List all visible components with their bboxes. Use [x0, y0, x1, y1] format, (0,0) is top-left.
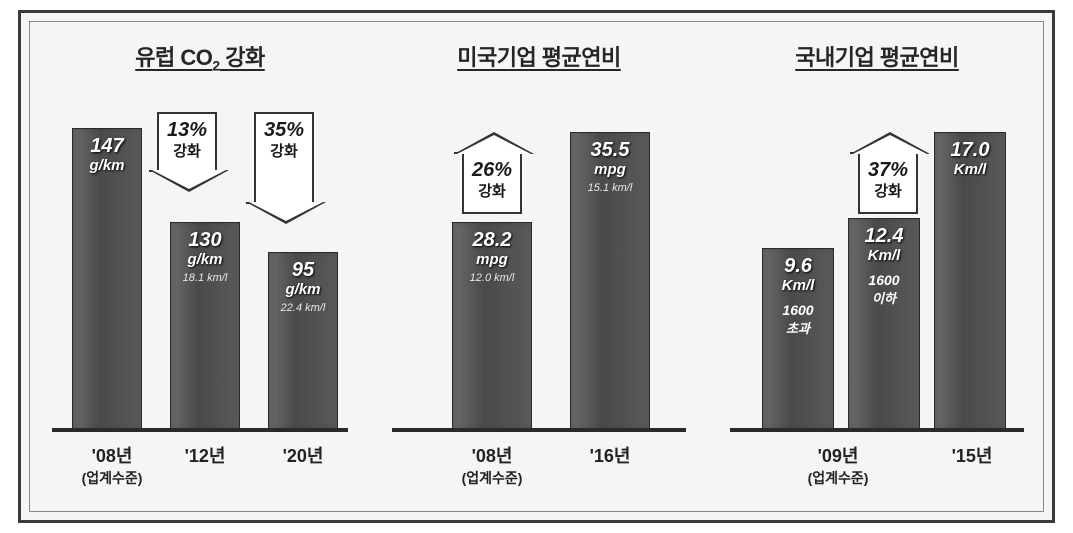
x-axis-label: '20년	[262, 442, 344, 468]
chart-baseline	[392, 428, 686, 432]
arrow-pct: 26%	[464, 160, 520, 180]
bar: 35.5mpg 15.1 km/l	[570, 132, 650, 428]
bar: 130g/km 18.1 km/l	[170, 222, 240, 428]
panel-title: 미국기업 평균연비	[370, 40, 708, 72]
bar-unit: mpg	[571, 161, 649, 178]
x-axis-label: '15년	[928, 442, 1016, 468]
bar-value: 28.2	[453, 223, 531, 251]
outer-frame: 유럽 CO2 강화 147g/km130g/km18.1 km/l95g/km2…	[18, 10, 1055, 523]
bar: 12.4Km/l 1600이하	[848, 218, 920, 428]
bar: 28.2mpg 12.0 km/l	[452, 222, 532, 428]
arrow-label: 강화	[860, 180, 916, 201]
arrow-up: 26%강화	[462, 154, 522, 214]
panel-europe: 유럽 CO2 강화 147g/km130g/km18.1 km/l95g/km2…	[30, 22, 370, 511]
bar-secondary: 15.1 km/l	[571, 182, 649, 194]
bar-value: 130	[171, 223, 239, 251]
arrow-down: 13%강화	[157, 112, 217, 170]
bar: 147g/km	[72, 128, 142, 428]
x-axis-sublabel: (업계수준)	[440, 468, 544, 488]
x-axis-label: '08년(업계수준)	[66, 442, 158, 488]
arrow-label: 강화	[256, 140, 312, 161]
chart-baseline	[52, 428, 348, 432]
x-axis-label: '08년(업계수준)	[440, 442, 544, 488]
bar-value: 95	[269, 253, 337, 281]
arrow-head-fill	[152, 170, 226, 189]
bar-mid: 1600	[849, 272, 919, 288]
chart-area: 9.6Km/l1600초과12.4Km/l1600이하17.0Km/l37%강화…	[730, 102, 1024, 432]
arrow-pct: 37%	[860, 160, 916, 180]
arrow-head-fill	[457, 135, 531, 154]
panel-usa: 미국기업 평균연비 28.2mpg12.0 km/l35.5mpg15.1 km…	[370, 22, 708, 511]
bar-secondary: 22.4 km/l	[269, 302, 337, 314]
arrow-label: 강화	[159, 140, 215, 161]
bar-midsub: 초과	[763, 318, 833, 337]
inner-frame: 유럽 CO2 강화 147g/km130g/km18.1 km/l95g/km2…	[29, 21, 1044, 512]
arrow-pct: 35%	[256, 120, 312, 140]
bar-unit: Km/l	[849, 247, 919, 264]
bar-unit: mpg	[453, 251, 531, 268]
chart-baseline	[730, 428, 1024, 432]
arrow-head-fill	[249, 202, 323, 221]
arrow-pct: 13%	[159, 120, 215, 140]
panel-title: 유럽 CO2 강화	[30, 40, 370, 73]
x-axis-sublabel: (업계수준)	[66, 468, 158, 488]
chart-area: 28.2mpg12.0 km/l35.5mpg15.1 km/l26%강화'08…	[392, 102, 686, 432]
arrow-up: 37%강화	[858, 154, 918, 214]
bar-value: 35.5	[571, 133, 649, 161]
x-axis-sublabel: (업계수준)	[778, 468, 898, 488]
bar-unit: g/km	[269, 281, 337, 298]
arrow-head-fill	[853, 135, 927, 154]
bar: 9.6Km/l 1600초과	[762, 248, 834, 428]
arrow-down: 35%강화	[254, 112, 314, 202]
bar-unit: Km/l	[935, 161, 1005, 178]
x-axis-label: '09년(업계수준)	[778, 442, 898, 488]
arrow-label: 강화	[464, 180, 520, 201]
bar-value: 12.4	[849, 219, 919, 247]
bar-unit: g/km	[73, 157, 141, 174]
bar-secondary: 12.0 km/l	[453, 272, 531, 284]
bar-value: 17.0	[935, 133, 1005, 161]
bar-midsub: 이하	[849, 288, 919, 307]
x-axis-label: '12년	[164, 442, 246, 468]
x-axis-label: '16년	[566, 442, 654, 468]
bar-value: 147	[73, 129, 141, 157]
bar-unit: Km/l	[763, 277, 833, 294]
chart-area: 147g/km130g/km18.1 km/l95g/km22.4 km/l13…	[52, 102, 348, 432]
bar: 95g/km 22.4 km/l	[268, 252, 338, 428]
panel-title: 국내기업 평균연비	[708, 40, 1046, 72]
bar-mid: 1600	[763, 302, 833, 318]
bar-secondary: 18.1 km/l	[171, 272, 239, 284]
bar-unit: g/km	[171, 251, 239, 268]
bar-value: 9.6	[763, 249, 833, 277]
panel-domestic: 국내기업 평균연비 9.6Km/l1600초과12.4Km/l1600이하17.…	[708, 22, 1046, 511]
bar: 17.0Km/l	[934, 132, 1006, 428]
